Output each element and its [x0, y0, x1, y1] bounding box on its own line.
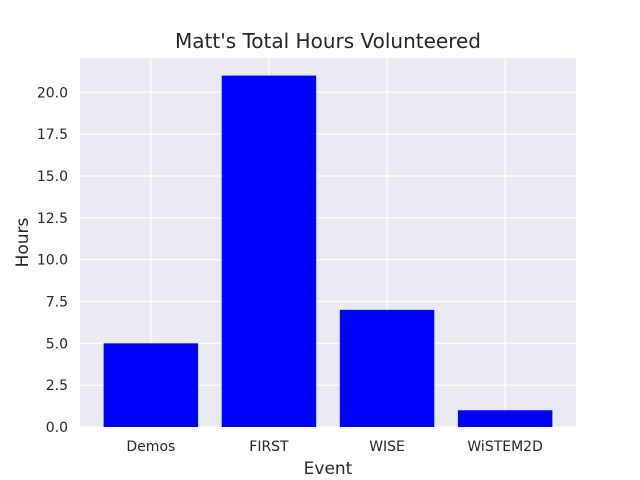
y-tick-label: 0.0 [46, 420, 68, 436]
y-tick-label: 7.5 [46, 294, 68, 310]
y-tick-label: 5.0 [46, 336, 68, 352]
x-tick-label: WiSTEM2D [467, 439, 542, 455]
x-tick-label: FIRST [249, 439, 289, 455]
bars [103, 75, 553, 428]
y-tick-label: 12.5 [37, 211, 68, 227]
bar-demos [103, 343, 199, 427]
y-tick-label: 17.5 [37, 127, 68, 143]
x-tick-label: WISE [369, 439, 405, 455]
bar-wistem2d [457, 410, 553, 427]
chart-title: Matt's Total Hours Volunteered [175, 29, 481, 53]
y-tick-label: 20.0 [37, 85, 68, 101]
bar-wise [339, 309, 435, 427]
x-axis-label: Event [304, 459, 353, 479]
y-tick-label: 15.0 [37, 169, 68, 185]
x-axis-ticks: Demos FIRST WISE WiSTEM2D [126, 439, 542, 455]
y-tick-label: 2.5 [46, 378, 68, 394]
y-tick-label: 10.0 [37, 253, 68, 269]
bar-first [221, 75, 317, 428]
x-tick-label: Demos [126, 439, 175, 455]
y-axis-label: Hours [13, 217, 33, 267]
y-axis-ticks: 0.0 2.5 5.0 7.5 10.0 12.5 15.0 17.5 20.0 [37, 85, 68, 436]
